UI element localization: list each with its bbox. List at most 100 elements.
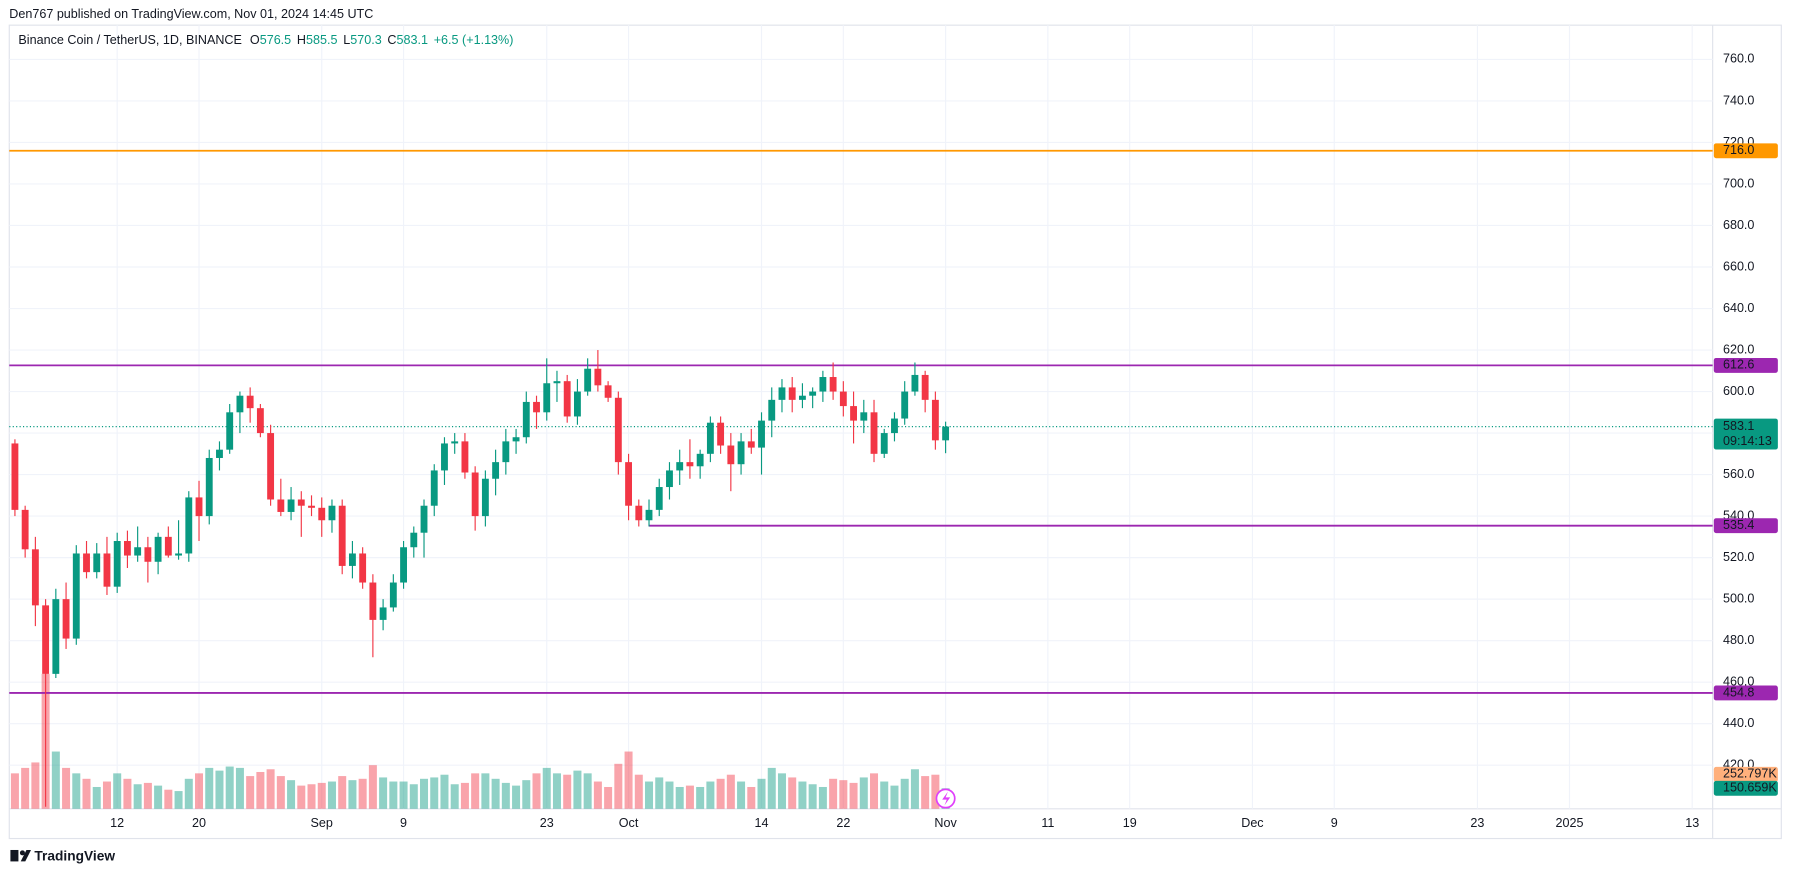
- candle-body: [256, 408, 264, 434]
- volume-bar: [624, 751, 633, 809]
- level-label-bg: [1713, 357, 1778, 373]
- volume-bar: [205, 767, 214, 809]
- candle-body: [604, 385, 612, 398]
- candle-body: [584, 368, 592, 392]
- candle-body: [338, 505, 346, 566]
- volume-bar: [839, 780, 848, 809]
- candle-body: [614, 397, 622, 463]
- volume-bar: [440, 774, 449, 809]
- legend-change: +6.5 (+1.13%): [434, 34, 514, 48]
- volume-bar: [931, 774, 940, 809]
- candle-body: [400, 547, 407, 583]
- volume-bar: [123, 778, 132, 809]
- volume-bar: [72, 773, 81, 809]
- volume-bar: [184, 778, 193, 809]
- candle-body: [236, 395, 244, 413]
- candle-body: [686, 462, 694, 467]
- candle-body: [502, 441, 510, 463]
- candle-body: [246, 395, 254, 409]
- volume-bar: [788, 777, 797, 809]
- volume-bar: [195, 773, 204, 809]
- volume-bar: [818, 786, 827, 809]
- volume-bar: [870, 773, 879, 809]
- x-tick-label: 20: [192, 816, 206, 830]
- volume-bar: [358, 778, 367, 809]
- volume-bar: [573, 770, 582, 809]
- volume-bar: [880, 781, 889, 809]
- y-tick-label: 640.0: [1723, 301, 1754, 315]
- x-tick-label: 19: [1123, 816, 1137, 830]
- candle-body: [645, 509, 653, 521]
- candle-body: [420, 505, 428, 533]
- y-tick-label: 700.0: [1723, 176, 1754, 190]
- candle-body: [901, 391, 909, 419]
- last-price-label: 583.1: [1723, 419, 1754, 433]
- volume-bar: [921, 776, 930, 809]
- volume-bar: [399, 781, 408, 809]
- candle-body: [880, 433, 888, 454]
- volume-bar: [665, 781, 674, 809]
- level-label: 716.0: [1723, 143, 1754, 157]
- volume-bar: [552, 773, 561, 809]
- x-tick-label: 2025: [1555, 816, 1583, 830]
- legend-key: H: [297, 34, 306, 48]
- candle-body: [573, 391, 581, 417]
- candle-body: [83, 553, 90, 573]
- candle-body: [594, 368, 602, 386]
- volume-bar: [655, 777, 664, 809]
- candle-body: [512, 437, 520, 442]
- candle-body: [205, 457, 213, 517]
- brand-name[interactable]: TradingView: [34, 848, 115, 863]
- volume-bar: [450, 784, 459, 809]
- volume-bar: [747, 786, 756, 809]
- candle-body: [870, 412, 878, 454]
- volume-bar: [420, 778, 429, 809]
- y-tick-label: 600.0: [1723, 384, 1754, 398]
- candle-body: [72, 553, 80, 639]
- volume-bar: [471, 773, 480, 809]
- candle-body: [727, 445, 735, 465]
- candle-body: [533, 401, 540, 413]
- volume-bar: [726, 774, 735, 809]
- volume-bar: [174, 791, 183, 809]
- legend-title: Binance Coin / TetherUS, 1D, BINANCE: [18, 34, 241, 48]
- candle-body: [563, 381, 571, 417]
- volume-bar: [583, 773, 592, 809]
- candle-body: [860, 412, 868, 421]
- volume-bar: [737, 781, 746, 809]
- level-label-bg: [1713, 685, 1778, 701]
- legend-key: O: [250, 34, 260, 48]
- candle-body: [706, 422, 714, 454]
- candle-body: [451, 441, 459, 444]
- y-tick-label: 460.0: [1723, 674, 1754, 688]
- y-tick-label: 560.0: [1723, 467, 1754, 481]
- candle-body: [154, 536, 162, 562]
- candle-body: [164, 536, 172, 556]
- candle-body: [430, 470, 438, 506]
- candle-body: [328, 505, 336, 521]
- last-price-tag-bg: [1713, 418, 1778, 450]
- candle-body: [891, 418, 898, 434]
- candle-body: [277, 499, 285, 512]
- candle-body: [921, 374, 929, 400]
- y-tick-label: 760.0: [1723, 52, 1754, 66]
- volume-bar: [675, 786, 684, 809]
- volume-bar: [215, 770, 224, 809]
- legend-key: C: [387, 34, 396, 48]
- candle-body: [758, 420, 765, 448]
- volume-bar: [532, 773, 541, 809]
- level-label-bg: [1713, 143, 1778, 159]
- volume-bar: [82, 778, 91, 809]
- volume-label-bg: [1713, 780, 1778, 796]
- volume-bar: [849, 782, 858, 809]
- volume-bar: [297, 785, 306, 809]
- candle-body: [635, 505, 643, 521]
- volume-bar: [348, 780, 357, 809]
- level-label-bg: [1713, 518, 1778, 534]
- candle-body: [788, 387, 796, 400]
- volume-bar: [409, 784, 418, 809]
- candle-body: [819, 377, 827, 392]
- volume-bar: [645, 781, 654, 809]
- countdown-label: 09:14:13: [1723, 434, 1772, 448]
